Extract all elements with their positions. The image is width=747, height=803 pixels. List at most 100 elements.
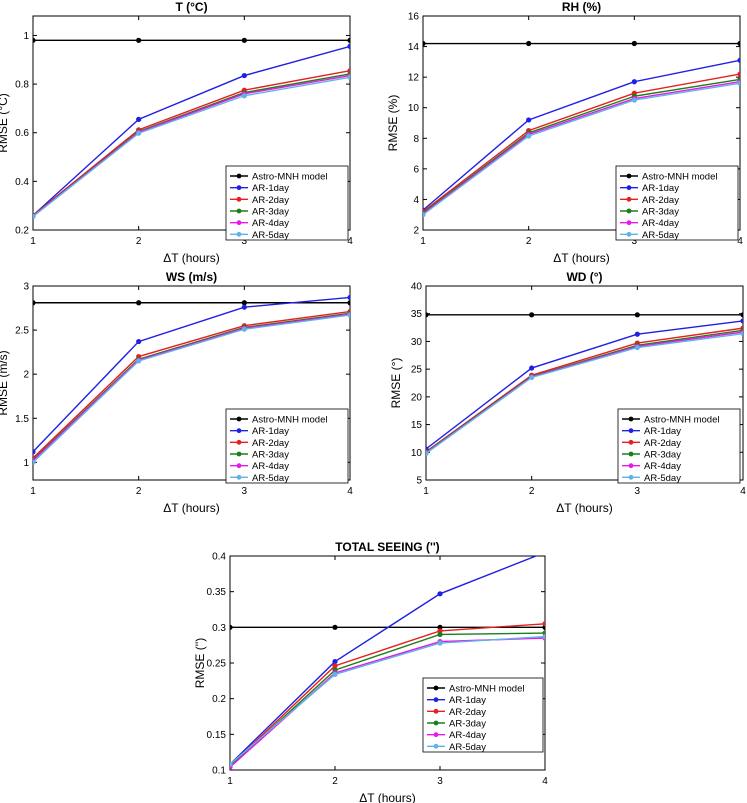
legend-marker — [433, 685, 439, 691]
legend-marker — [628, 416, 634, 422]
data-point — [526, 117, 532, 123]
x-tick-label: 2 — [136, 486, 142, 497]
data-point — [241, 300, 247, 306]
x-tick-label: 4 — [542, 776, 548, 787]
y-tick-label: 2 — [23, 370, 29, 381]
data-point — [631, 97, 637, 103]
series-line-ar-2day — [33, 310, 350, 459]
legend-box — [225, 165, 349, 241]
data-point — [136, 358, 142, 364]
y-tick-label: 0.2 — [212, 694, 226, 705]
data-point — [136, 116, 142, 122]
plot-frame — [32, 15, 351, 231]
series-line-ar-1day — [230, 556, 538, 765]
series-line-ar-5day — [230, 635, 545, 765]
legend: Astro-MNH modelAR-1dayAR-2dayAR-3dayAR-4… — [617, 408, 741, 484]
data-point — [332, 663, 338, 669]
y-axis-label: RMSE ('') — [193, 638, 207, 689]
data-point — [437, 591, 443, 597]
series-line-ar-1day — [423, 59, 740, 211]
y-tick-label: 2.5 — [15, 326, 29, 337]
data-point — [542, 621, 545, 627]
x-tick-label: 1 — [227, 776, 233, 787]
x-tick-label: 2 — [136, 236, 142, 247]
y-tick-label: 1.5 — [15, 414, 29, 425]
data-point — [332, 624, 338, 630]
legend-marker — [628, 439, 634, 445]
legend-marker — [626, 185, 632, 191]
legend-entry: AR-1day — [449, 695, 486, 706]
data-point — [33, 37, 36, 43]
data-point — [347, 43, 350, 49]
data-point — [737, 57, 740, 63]
x-tick-label: 2 — [332, 776, 338, 787]
series-line-ar-1day — [33, 296, 350, 453]
y-tick-label: 0.3 — [212, 623, 226, 634]
legend-marker — [433, 743, 439, 749]
data-point — [423, 40, 426, 47]
data-point — [347, 300, 350, 306]
x-tick-label: 1 — [420, 236, 426, 247]
data-point — [631, 40, 637, 47]
legend-marker — [236, 196, 242, 202]
series-line-ar-5day — [426, 332, 743, 454]
x-tick-label: 3 — [437, 776, 443, 787]
y-tick-label: 16 — [408, 12, 420, 23]
x-tick-label: 1 — [30, 486, 36, 497]
y-axis-label: RMSE (°) — [389, 358, 403, 409]
y-tick-label: 0.15 — [207, 730, 227, 741]
data-point — [737, 71, 740, 77]
legend-entry: AR-1day — [252, 183, 289, 194]
y-tick-label: 12 — [408, 73, 420, 84]
x-axis-label: ΔT (hours) — [163, 251, 219, 265]
data-point — [634, 331, 640, 337]
data-point — [136, 338, 142, 345]
x-tick-label: 2 — [529, 486, 535, 497]
x-axis-label: ΔT (hours) — [553, 251, 609, 265]
legend-entry: AR-3day — [644, 450, 681, 461]
x-tick-label: 1 — [423, 486, 429, 497]
y-tick-label: 0.2 — [15, 226, 29, 237]
chart-title: WD (°) — [566, 270, 602, 284]
legend-marker — [628, 428, 634, 434]
legend-marker — [236, 474, 242, 480]
legend-marker — [626, 196, 632, 202]
data-point — [241, 326, 247, 332]
legend-entry: AR-1day — [644, 426, 681, 437]
data-point — [542, 550, 547, 555]
series-line-ar-2day — [230, 623, 545, 767]
legend-entry: AR-5day — [252, 230, 289, 241]
legend-marker — [626, 220, 632, 226]
legend-entry: AR-5day — [449, 742, 486, 753]
series-line-ar-4day — [33, 313, 350, 462]
y-tick-label: 1 — [23, 31, 29, 42]
legend-entry: Astro-MNH model — [252, 415, 328, 426]
data-point — [631, 79, 637, 85]
series-line-ar-3day — [230, 632, 545, 767]
data-point — [426, 312, 429, 318]
legend-entry: AR-4day — [252, 461, 289, 472]
data-point — [332, 671, 338, 678]
legend: Astro-MNH modelAR-1dayAR-2dayAR-3dayAR-4… — [225, 408, 349, 484]
legend-entry: Astro-MNH model — [252, 172, 328, 183]
legend-entry: AR-2day — [644, 438, 681, 449]
x-tick-label: 3 — [635, 486, 641, 497]
data-point — [737, 40, 740, 47]
series-group — [33, 37, 350, 220]
legend-marker — [236, 451, 242, 457]
plot-frame — [425, 285, 744, 481]
legend-entry: AR-2day — [642, 195, 679, 206]
legend-marker — [236, 208, 242, 214]
data-point — [740, 312, 743, 318]
series-group — [426, 312, 743, 456]
data-point — [542, 634, 545, 640]
data-point — [437, 631, 443, 638]
x-axis-label: ΔT (hours) — [556, 501, 612, 515]
series-line-ar-2day — [33, 70, 350, 216]
legend: Astro-MNH modelAR-1dayAR-2dayAR-3dayAR-4… — [615, 165, 739, 241]
series-line-ar-5day — [423, 82, 740, 216]
data-point — [529, 374, 535, 381]
y-tick-label: 0.8 — [15, 80, 29, 91]
data-point — [33, 459, 36, 465]
